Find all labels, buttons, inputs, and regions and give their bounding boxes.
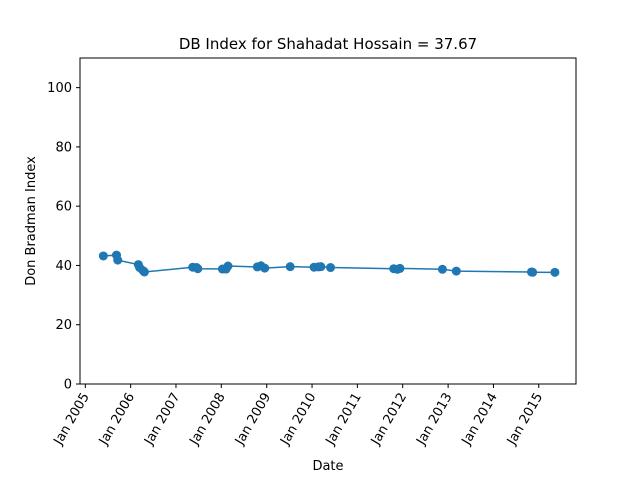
data-point (260, 263, 270, 273)
x-tick-label: Jan 2012 (368, 391, 410, 449)
plot-area (98, 250, 560, 277)
data-point (223, 261, 233, 271)
plot-frame (79, 57, 577, 385)
y-tick-label: 0 (64, 378, 72, 393)
data-point (285, 262, 295, 272)
x-tick-label: Jan 2014 (459, 390, 501, 448)
data-point (326, 263, 336, 273)
chart-title: DB Index for Shahadat Hossain = 37.67 (179, 35, 477, 53)
data-point (139, 267, 149, 277)
y-axis-label: Don Bradman Index (24, 156, 39, 286)
data-point (193, 264, 203, 274)
x-tick-label: Jan 2011 (323, 391, 365, 449)
x-tick-label: Jan 2015 (504, 391, 546, 449)
y-tick-label: 100 (47, 81, 72, 96)
data-point (395, 263, 405, 273)
x-axis: Jan 2005 Jan 2006 Jan 2007 Jan 2008 Jan 2009… (51, 384, 546, 449)
data-point (550, 267, 560, 277)
x-tick-label: Jan 2010 (277, 391, 319, 449)
data-point (437, 264, 447, 274)
x-tick-label: Jan 2007 (141, 391, 183, 449)
y-tick-label: 80 (55, 140, 72, 155)
x-axis-label: Date (312, 459, 343, 474)
data-point (113, 255, 123, 265)
x-tick-label: Jan 2013 (413, 391, 455, 449)
y-tick-label: 40 (55, 259, 72, 274)
y-tick-label: 20 (55, 318, 72, 333)
data-point (316, 262, 326, 272)
data-point (98, 251, 108, 261)
data-point (451, 266, 461, 276)
y-tick-label: 60 (55, 200, 72, 215)
data-point (528, 267, 538, 277)
y-axis: 0 20 40 60 80 100 (47, 81, 80, 393)
x-tick-label: Jan 2008 (187, 391, 229, 449)
x-tick-label: Jan 2006 (96, 391, 138, 449)
x-tick-label: Jan 2009 (232, 391, 274, 449)
x-tick-label: Jan 2005 (51, 391, 93, 449)
